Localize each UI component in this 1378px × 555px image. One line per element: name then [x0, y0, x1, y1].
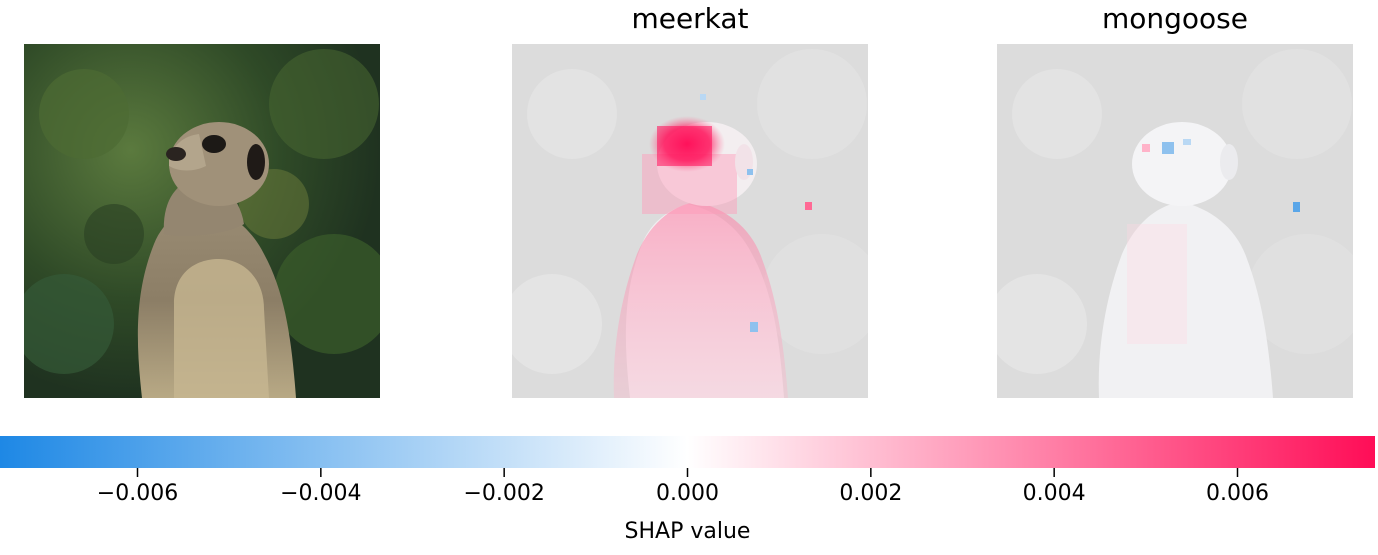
colorbar-tick-label: 0.004 — [1022, 481, 1086, 506]
shap-panel-meerkat — [512, 44, 868, 398]
colorbar-tick-label: −0.002 — [463, 481, 545, 506]
colorbar-label: SHAP value — [624, 519, 751, 544]
shap-panel-mongoose — [997, 44, 1353, 398]
colorbar — [0, 436, 1375, 468]
colorbar-tick-label: −0.004 — [280, 481, 362, 506]
colorbar-tick-label: 0.006 — [1206, 481, 1269, 506]
colorbar-gradient — [0, 436, 1375, 468]
colorbar-tick-label: 0.000 — [656, 481, 719, 506]
original-image — [24, 44, 380, 398]
colorbar-tick-label: 0.002 — [839, 481, 903, 506]
panel-title-meerkat: meerkat — [631, 2, 749, 35]
colorbar-ticks — [136, 468, 1239, 477]
panel-title-mongoose: mongoose — [1101, 2, 1248, 35]
colorbar-tick-label: −0.006 — [96, 481, 179, 506]
